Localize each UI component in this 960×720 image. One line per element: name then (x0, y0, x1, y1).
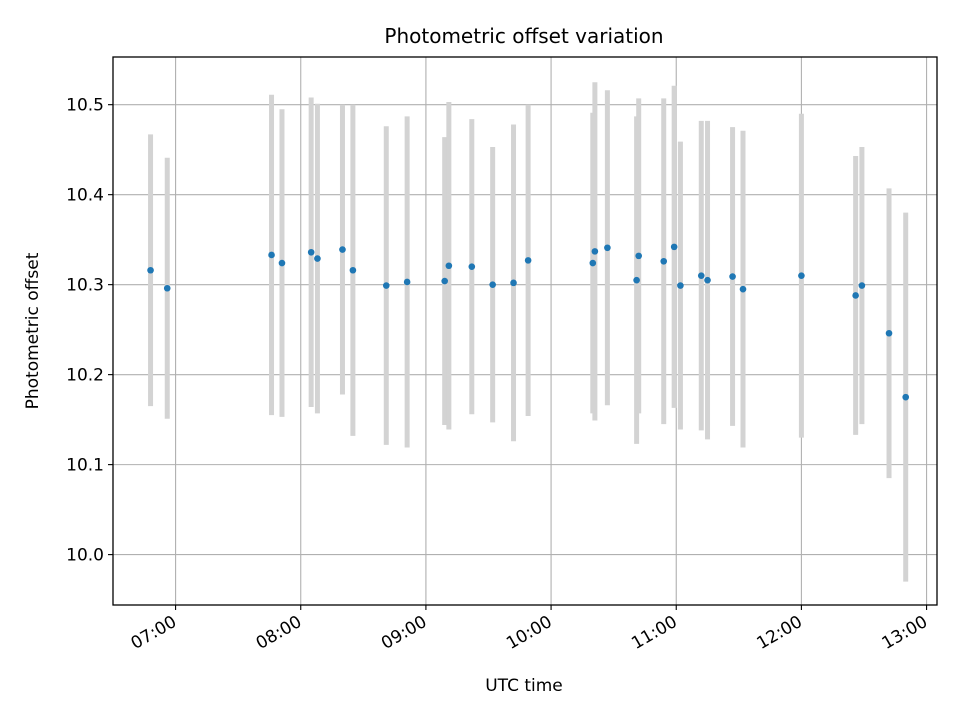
x-axis-ticks: 07:00 08:00 09:00 10:00 11:00 12:00 13:00 (128, 605, 931, 654)
y-axis-label: Photometric offset (23, 252, 43, 409)
x-tick-label: 09:00 (378, 612, 430, 654)
data-point (278, 259, 286, 267)
data-point (403, 278, 411, 286)
x-tick-label: 07:00 (128, 612, 180, 654)
data-point (902, 393, 910, 401)
data-point (468, 263, 476, 270)
x-tick-label: 11:00 (628, 612, 680, 654)
data-point (739, 285, 747, 293)
x-tick-label: 12:00 (753, 612, 805, 654)
x-tick-label: 08:00 (253, 612, 305, 654)
chart-title: Photometric offset variation (384, 24, 663, 48)
y-axis-ticks: 10.0 10.1 10.2 10.3 10.4 10.5 (66, 96, 113, 566)
data-point (729, 273, 736, 280)
data-point (489, 281, 496, 288)
data-point (147, 266, 154, 274)
data-point (441, 277, 448, 285)
y-tick-label: 10.3 (66, 276, 104, 296)
data-point (349, 266, 357, 274)
y-tick-label: 10.4 (66, 186, 104, 206)
data-point (307, 248, 315, 256)
data-point (635, 252, 642, 260)
data-point (852, 292, 859, 299)
plot-frame (112, 56, 938, 606)
y-tick-label: 10.5 (66, 96, 104, 116)
data-point (697, 272, 705, 279)
grid-layer (113, 57, 937, 605)
data-point (677, 282, 684, 289)
data-point (510, 279, 517, 287)
data-point (382, 282, 390, 289)
data-point (670, 243, 678, 251)
data-point (339, 246, 346, 253)
data-point (524, 257, 532, 264)
point-layer (147, 243, 910, 401)
data-point (268, 251, 275, 259)
errorbar-layer (148, 82, 909, 582)
data-point (885, 329, 893, 337)
data-point (589, 259, 597, 267)
y-tick-label: 10.0 (66, 546, 104, 566)
data-point (604, 244, 611, 252)
data-point (445, 262, 453, 270)
y-tick-label: 10.1 (66, 456, 104, 476)
data-point (314, 255, 321, 262)
data-point (704, 276, 711, 284)
data-point (858, 282, 866, 289)
x-axis-label: UTC time (485, 676, 563, 696)
data-point (660, 257, 668, 265)
x-tick-label: 13:00 (879, 612, 931, 654)
x-tick-label: 10:00 (503, 612, 555, 654)
data-point (798, 272, 805, 279)
data-point (633, 276, 640, 284)
data-point (163, 284, 171, 292)
y-tick-label: 10.2 (66, 366, 104, 386)
data-point (591, 248, 599, 255)
